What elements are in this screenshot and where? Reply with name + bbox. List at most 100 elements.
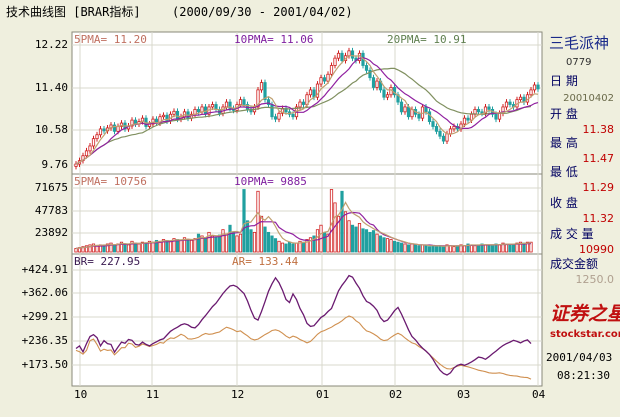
legend-ar: AR= 133.44: [232, 255, 299, 268]
volume-tick-label: 47783: [34, 204, 68, 217]
price-candle-body: [445, 133, 449, 142]
price-candle-body: [508, 101, 512, 105]
price-candle-body: [224, 101, 229, 108]
price-candle-body: [322, 77, 327, 82]
volume-bar: [270, 235, 274, 253]
volume-bar: [273, 238, 278, 253]
brar-tick-label: +424.91: [21, 263, 68, 276]
volume-bar: [263, 226, 267, 253]
volume-bar: [189, 239, 194, 253]
price-candle-body: [196, 108, 201, 113]
volume-bar: [441, 246, 446, 253]
volume-bar: [389, 239, 393, 253]
legend-ma5-volume: 5PMA= 10756: [74, 175, 147, 188]
price-candle-body: [84, 150, 89, 157]
volume-bar: [329, 189, 334, 253]
price-candle-body: [518, 96, 523, 101]
brar-tick-label: +299.21: [21, 310, 68, 323]
legend-ma5-price: 5PMA= 11.20: [74, 33, 147, 46]
volume-bar: [448, 245, 453, 253]
volume-bar: [231, 231, 236, 253]
price-candle-body: [315, 83, 320, 98]
volume-bar: [357, 223, 362, 253]
volume-bar: [221, 229, 225, 253]
price-candle-body: [382, 89, 386, 98]
price-candle-body: [74, 163, 78, 167]
price-candle-body: [448, 128, 453, 135]
price-candle-body: [368, 69, 372, 79]
volume-bar: [294, 242, 299, 253]
volume-bar: [382, 237, 386, 253]
volume-bar: [371, 230, 376, 253]
volume-bar: [245, 220, 250, 253]
x-tick-label: 11: [146, 388, 160, 401]
price-candle-body: [532, 84, 537, 91]
amount-label: 成交金额: [550, 257, 599, 271]
volume-bar: [403, 243, 407, 253]
volume-bar: [511, 243, 516, 253]
close-value: 11.32: [582, 212, 615, 225]
volume-bar: [119, 241, 124, 253]
price-candle-body: [112, 124, 117, 132]
volume-bar: [413, 244, 418, 253]
volume-bar: [350, 224, 355, 253]
volume-bar: [494, 243, 498, 253]
price-candle-body: [340, 52, 344, 62]
volume-bar: [368, 231, 372, 253]
volume-tick-label: 71675: [34, 181, 68, 194]
price-candle-body: [424, 106, 428, 113]
price-candle-body: [172, 110, 176, 115]
volume-bar: [133, 242, 138, 253]
volume-bar: [378, 235, 383, 253]
volume-bar: [259, 215, 264, 253]
price-candle-body: [452, 126, 456, 130]
low-value: 11.29: [582, 181, 615, 194]
volume-bar: [483, 244, 488, 253]
price-candle-body: [476, 108, 481, 113]
volume-bar: [154, 239, 159, 253]
volume-bar: [284, 243, 288, 253]
price-candle-body: [371, 77, 376, 88]
volume-bar: [130, 240, 134, 253]
volume-bar: [525, 241, 530, 253]
price-candle-body: [336, 52, 341, 59]
volume-bar: [501, 242, 505, 253]
volume-bar: [252, 231, 257, 253]
volume-bar: [518, 241, 523, 253]
price-candle-body: [399, 101, 404, 113]
price-candle-body: [238, 99, 243, 105]
volume-bar: [504, 243, 509, 253]
brar-tick-label: +173.50: [21, 358, 68, 371]
site-url[interactable]: stockstar.com: [550, 329, 620, 340]
volume-bar: [172, 238, 176, 253]
price-candle-body: [301, 101, 306, 105]
price-candle-body: [308, 89, 313, 96]
price-candle-body: [91, 138, 96, 147]
volume-bar: [385, 238, 390, 253]
date-value: 20010402: [563, 93, 614, 104]
volume-bar: [490, 244, 495, 253]
date-range: (2000/09/30 - 2001/04/02): [172, 5, 353, 19]
volume-bar: [298, 240, 302, 253]
brar-tick-label: +362.06: [21, 286, 68, 299]
volume-bar: [137, 243, 141, 253]
volume-bar: [277, 240, 281, 253]
price-candle-body: [462, 117, 467, 125]
volume-bar: [375, 233, 379, 253]
volume-bar: [308, 237, 313, 253]
high-label: 最 高: [550, 136, 578, 150]
price-candle-body: [175, 110, 180, 120]
price-candle-body: [161, 114, 166, 118]
volume-bar: [396, 241, 400, 253]
price-candle-body: [98, 128, 103, 136]
close-label: 收 盘: [550, 196, 578, 210]
price-candle-body: [406, 106, 411, 118]
volume-bar: [126, 244, 131, 253]
price-candle-body: [291, 113, 295, 118]
price-candle-body: [256, 89, 260, 108]
volume-label: 成 交 量: [550, 227, 594, 241]
volume-bar: [193, 238, 197, 253]
volume-bar: [203, 237, 208, 253]
x-tick-label: 10: [74, 388, 88, 401]
